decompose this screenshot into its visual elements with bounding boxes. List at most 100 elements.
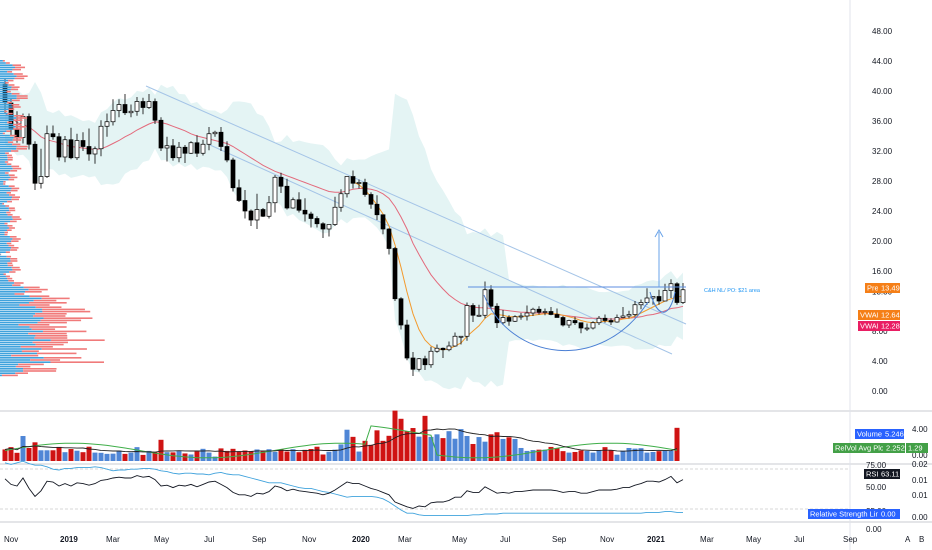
profile-bar-red (2, 60, 5, 62)
profile-bar-red (2, 203, 5, 205)
profile-bar-blue (0, 310, 43, 313)
candle-up (326, 224, 332, 230)
volume-bar-down (578, 450, 584, 461)
candle-up (614, 317, 620, 323)
profile-bar-red (6, 90, 11, 93)
profile-bar-red (7, 214, 13, 216)
profile-bar-blue (0, 238, 13, 240)
profile-bar-red (10, 220, 17, 223)
profile-bar-blue (0, 330, 43, 333)
profile-bar-blue (0, 275, 6, 278)
profile-bar-red (4, 222, 8, 225)
profile-bar-red (9, 271, 16, 273)
candle-up (200, 143, 206, 154)
profile-bar-red (5, 251, 10, 253)
volume-bar-up (638, 448, 644, 461)
rsi-value: 63.11 (881, 470, 899, 479)
candle-up (512, 316, 518, 322)
relvol-value-bg (883, 443, 905, 453)
candle-down (152, 101, 158, 121)
profile-bar-red (23, 368, 57, 370)
profile-bar-blue (0, 141, 8, 143)
profile-bar-blue (0, 77, 15, 80)
profile-bar-red (11, 187, 20, 190)
profile-bar-blue (0, 95, 17, 97)
profile-bar-red (5, 82, 9, 84)
profile-bar-blue (0, 126, 16, 128)
volume-bar-up (620, 450, 626, 461)
profile-bar-blue (0, 181, 4, 183)
volume-bar-up (524, 450, 530, 461)
candle-down (230, 159, 236, 189)
relvol-tag (833, 443, 883, 453)
time-tick-label: May (746, 535, 761, 544)
vwap1-value-bg (878, 310, 900, 320)
volume-bar-down (374, 430, 380, 461)
rsi-tag (864, 469, 878, 479)
time-tick-label: Mar (398, 535, 412, 544)
profile-bar-blue (0, 220, 11, 223)
volume-bar-down (440, 438, 446, 461)
volume-bar-up (332, 449, 338, 461)
time-tick-label: Sep (552, 535, 567, 544)
profile-bar-blue (0, 291, 26, 293)
vwap1-tag (858, 310, 878, 320)
volume-bar-down (218, 448, 224, 461)
candle-up (458, 335, 464, 338)
profile-bar-red (8, 280, 14, 282)
profile-bar-blue (0, 97, 17, 99)
profile-bar-red (41, 297, 70, 300)
profile-bar-red (11, 240, 19, 242)
profile-bar-red (34, 337, 68, 339)
volume-value: 5.246M (885, 430, 910, 439)
volume-bar-down (2, 449, 8, 461)
profile-bar-red (7, 200, 13, 203)
volume-bar-down (308, 449, 314, 461)
profile-bar-red (5, 205, 10, 207)
price-tick-label: 4.00 (872, 357, 888, 366)
profile-bar-blue (0, 152, 6, 154)
pre-value-bg (878, 283, 900, 293)
volume-bar-down (158, 439, 164, 461)
profile-bar-blue (0, 299, 34, 302)
candle-down (170, 145, 176, 159)
price-tick-label: 0.00 (872, 387, 888, 396)
volume-bar-down (278, 449, 284, 461)
profile-bar-blue (0, 288, 29, 291)
profile-bar-red (11, 198, 19, 201)
profile-bar-red (41, 348, 87, 350)
profile-bar-blue (0, 154, 8, 157)
candle-up (116, 104, 122, 111)
time-tick-label: 2021 (647, 535, 665, 544)
profile-bar-blue (0, 313, 36, 315)
ma-fast-line (352, 181, 684, 351)
profile-bar-red (16, 95, 28, 97)
profile-bar-blue (0, 66, 16, 69)
target-arrowhead (654, 228, 664, 238)
profile-bar-red (29, 326, 67, 328)
profile-bar-red (8, 174, 15, 176)
volume-axis-tick: 4.00 (912, 425, 928, 434)
profile-bar-red (16, 145, 28, 148)
relative-strength-line (4, 460, 683, 517)
profile-bar-blue (0, 187, 12, 190)
profile-bar-blue (0, 132, 3, 135)
profile-bar-red (12, 68, 21, 71)
profile-bar-red (5, 275, 10, 278)
candle-up (74, 140, 80, 159)
profile-bar-red (16, 117, 28, 119)
volume-bar-up (116, 450, 122, 461)
profile-bar-blue (0, 297, 42, 300)
profile-bar-red (6, 163, 12, 165)
candle-down (140, 101, 146, 108)
profile-bar-blue (0, 214, 8, 216)
rsi-axis-tick: 75.00 (866, 461, 887, 470)
profile-bar-blue (0, 139, 13, 141)
profile-bar-red (41, 308, 85, 311)
trendline-upper (145, 85, 687, 325)
profile-bar-red (7, 229, 12, 231)
volume-bar-up (542, 449, 548, 461)
profile-bar-blue (0, 253, 1, 256)
